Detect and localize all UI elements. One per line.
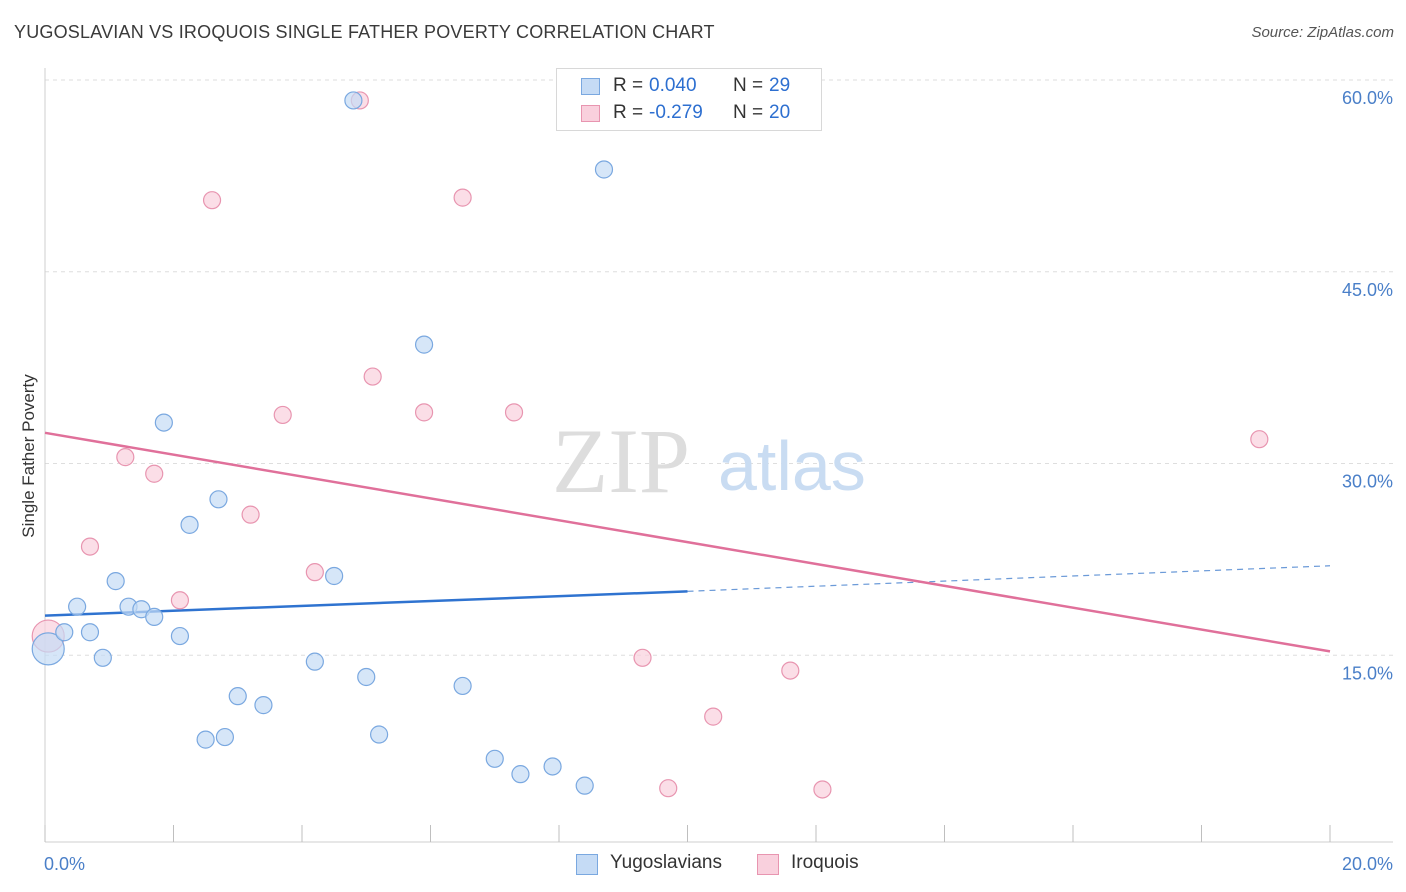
legend-swatch-iroquois (581, 105, 600, 122)
point-iroquois (202, 191, 222, 210)
trend-line-iroquois (44, 431, 1331, 653)
point-yugoslavians (145, 607, 164, 627)
point-iroquois (363, 367, 382, 386)
n-value-yugoslavians: 29 (769, 75, 791, 96)
point-iroquois (273, 405, 292, 425)
x-tick-label-min: 0.0% (44, 854, 85, 874)
point-yugoslavians (196, 730, 215, 749)
point-yugoslavians (325, 566, 344, 586)
point-yugoslavians (594, 160, 614, 179)
source-label: Source: ZipAtlas.com (1251, 24, 1394, 41)
watermark-atlas: atlas (718, 427, 866, 505)
point-iroquois (453, 188, 472, 207)
point-yugoslavians (305, 652, 324, 671)
point-iroquois (704, 707, 723, 726)
point-iroquois (414, 403, 434, 422)
watermark: ZIP atlas (552, 410, 866, 512)
point-yugoslavians (31, 632, 65, 666)
point-yugoslavians (154, 413, 173, 432)
point-yugoslavians (215, 727, 234, 747)
point-yugoslavians (68, 597, 87, 616)
gridlines (45, 79, 1393, 656)
point-yugoslavians (511, 765, 530, 784)
point-yugoslavians (106, 572, 125, 591)
legend-swatch-yugoslavians (581, 78, 600, 95)
chart-title: YUGOSLAVIAN VS IROQUOIS SINGLE FATHER PO… (14, 22, 715, 42)
y-tick-label: 30.0% (1342, 472, 1393, 492)
r-label: R = (613, 75, 644, 96)
point-yugoslavians (357, 667, 376, 687)
point-yugoslavians (80, 623, 100, 642)
trend-line-yugoslavians-extension (687, 565, 1331, 592)
point-yugoslavians (543, 757, 562, 776)
n-label: N = (733, 102, 764, 123)
r-value-yugoslavians: 0.040 (649, 75, 697, 96)
point-yugoslavians (180, 515, 199, 534)
point-yugoslavians (485, 749, 504, 768)
point-iroquois (813, 780, 832, 799)
point-yugoslavians (575, 776, 594, 795)
point-yugoslavians (370, 725, 389, 744)
point-iroquois (1250, 430, 1269, 449)
y-tick-label: 60.0% (1342, 88, 1393, 108)
point-iroquois (781, 661, 800, 680)
axis-labels: 15.0% 30.0% 45.0% 60.0% 0.0% 20.0% (44, 88, 1393, 874)
point-iroquois (116, 448, 135, 467)
point-yugoslavians (228, 687, 247, 706)
point-yugoslavians (453, 676, 472, 696)
correlation-legend: R = 0.040 N = 29 R = -0.279 N = 20 (556, 68, 822, 131)
bottom-legend-label-yugoslavians: Yugoslavians (610, 852, 722, 873)
point-yugoslavians (254, 696, 273, 715)
r-label: R = (613, 102, 644, 123)
bottom-legend-swatch-yugoslavians (576, 854, 598, 875)
x-tick-label-max: 20.0% (1342, 854, 1393, 874)
y-tick-label: 45.0% (1342, 280, 1393, 300)
n-value-iroquois: 20 (769, 102, 791, 123)
point-yugoslavians (93, 648, 112, 667)
point-yugoslavians (170, 626, 190, 646)
r-value-iroquois: -0.279 (649, 102, 703, 123)
bottom-legend-swatch-iroquois (757, 854, 779, 875)
point-yugoslavians (55, 623, 74, 642)
y-axis-title: Single Father Poverty (19, 374, 38, 538)
point-iroquois (305, 563, 324, 582)
watermark-zip: ZIP (552, 410, 690, 512)
point-iroquois (659, 779, 678, 798)
point-iroquois (80, 537, 100, 556)
point-iroquois (504, 403, 524, 422)
point-iroquois (633, 648, 652, 667)
y-tick-label: 15.0% (1342, 663, 1393, 683)
bottom-legend-label-iroquois: Iroquois (791, 852, 859, 873)
n-label: N = (733, 75, 764, 96)
point-yugoslavians (344, 91, 363, 110)
data-points (31, 91, 1269, 799)
point-iroquois (145, 464, 164, 483)
point-yugoslavians (414, 335, 434, 354)
axes (44, 68, 1393, 843)
point-iroquois (170, 591, 190, 610)
point-iroquois (241, 505, 260, 524)
point-yugoslavians (209, 490, 228, 509)
